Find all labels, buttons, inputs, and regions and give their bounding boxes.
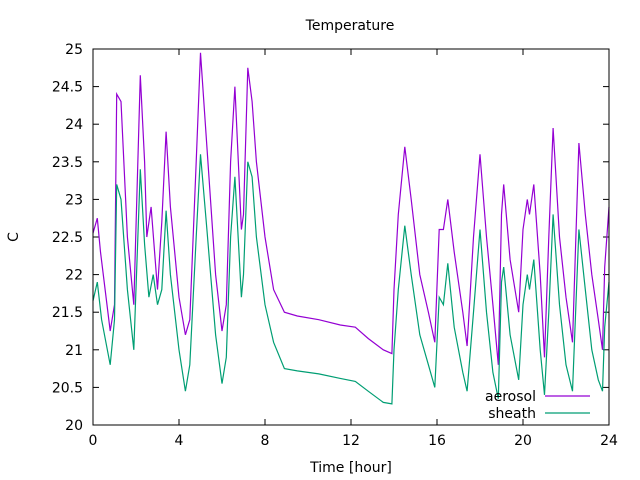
plot-border bbox=[92, 48, 610, 426]
y-tick-label: 20 bbox=[65, 418, 83, 434]
y-tick-label: 23 bbox=[65, 192, 83, 208]
chart-title: Temperature bbox=[305, 18, 395, 34]
x-tick-label: 16 bbox=[428, 433, 446, 449]
y-tick-label: 23.5 bbox=[52, 155, 83, 171]
x-axis-label: Time [hour] bbox=[309, 460, 392, 476]
y-tick-label: 24.5 bbox=[52, 80, 83, 96]
series-line-aerosol bbox=[92, 52, 610, 365]
series-line-sheath bbox=[92, 154, 610, 405]
x-tick-label: 24 bbox=[600, 433, 618, 449]
y-tick-label: 21.5 bbox=[52, 305, 83, 321]
x-tick-label: 12 bbox=[342, 433, 360, 449]
x-tick-label: 4 bbox=[175, 433, 184, 449]
y-tick-label: 24 bbox=[65, 117, 83, 133]
y-tick-label: 22 bbox=[65, 268, 83, 284]
legend-label-sheath: sheath bbox=[488, 406, 536, 422]
y-tick-label: 21 bbox=[65, 343, 83, 359]
legend-label-aerosol: aerosol bbox=[485, 389, 536, 405]
x-tick-label: 20 bbox=[514, 433, 532, 449]
y-tick-label: 22.5 bbox=[52, 230, 83, 246]
x-tick-label: 0 bbox=[89, 433, 98, 449]
y-tick-label: 20.5 bbox=[52, 380, 83, 396]
x-tick-label: 8 bbox=[261, 433, 270, 449]
y-tick-label: 25 bbox=[65, 42, 83, 58]
y-axis-label: C bbox=[6, 232, 22, 242]
